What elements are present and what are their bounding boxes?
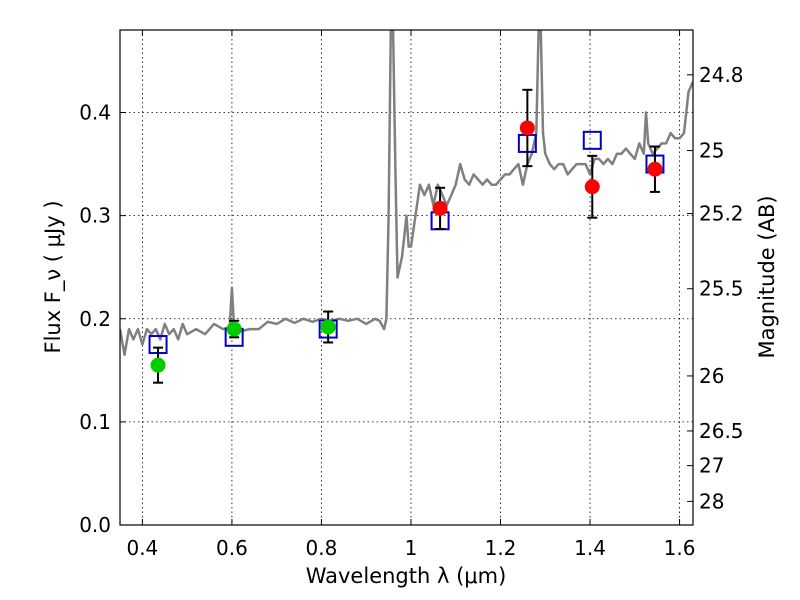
right-tick-label: 26.5 xyxy=(699,419,744,443)
optical-point xyxy=(320,319,336,335)
x-tick-label: 1 xyxy=(405,536,418,560)
y-tick-label: 0.1 xyxy=(79,410,111,434)
plot-background xyxy=(120,30,693,525)
y-axis-title: Flux F_ν ( μJy ) xyxy=(41,200,66,353)
x-tick-label: 0.4 xyxy=(126,536,158,560)
right-tick-label: 25 xyxy=(699,139,724,163)
axis-ticks: 0.4 0.6 0.8 1 1.2 1.4 1.6 0.0 0.1 0.2 0.3 0.4 24.8 25… xyxy=(79,30,744,560)
model-square-point xyxy=(582,130,602,150)
right-tick-label: 27 xyxy=(699,454,724,478)
right-tick-label: 25.2 xyxy=(699,202,744,226)
plot-frame xyxy=(119,29,694,526)
x-axis-title: Wavelength λ (μm) xyxy=(306,564,507,588)
right-tick-label: 26 xyxy=(699,364,724,388)
right-axis-title-text: Magnitude (AB) xyxy=(755,195,779,358)
data-points xyxy=(148,88,665,384)
right-tick-label: 25.5 xyxy=(699,277,744,301)
y-axis-title-text: Flux F_ν ( μJy ) xyxy=(41,200,66,353)
x-tick-label: 1.4 xyxy=(574,536,606,560)
infrared-point xyxy=(519,120,535,136)
y-tick-label: 0.3 xyxy=(79,204,111,228)
y-tick-label: 0.0 xyxy=(79,513,111,537)
infrared-point xyxy=(584,179,600,195)
infrared-point xyxy=(647,161,663,177)
right-axis-title: Magnitude (AB) xyxy=(755,195,779,358)
infrared-point xyxy=(432,200,448,216)
optical-series xyxy=(150,310,336,384)
x-axis-title-text: Wavelength λ (μm) xyxy=(306,564,507,588)
right-tick-label: 24.8 xyxy=(699,63,744,87)
x-tick-label: 1.6 xyxy=(664,536,696,560)
infrared-series xyxy=(432,88,663,231)
optical-point xyxy=(226,321,242,337)
x-tick-label: 0.8 xyxy=(306,536,338,560)
right-tick-label: 28 xyxy=(699,489,724,513)
optical-point xyxy=(150,357,166,373)
x-tick-label: 0.6 xyxy=(216,536,248,560)
x-tick-label: 1.2 xyxy=(485,536,517,560)
y-tick-label: 0.4 xyxy=(79,101,111,125)
y-tick-label: 0.2 xyxy=(79,307,111,331)
